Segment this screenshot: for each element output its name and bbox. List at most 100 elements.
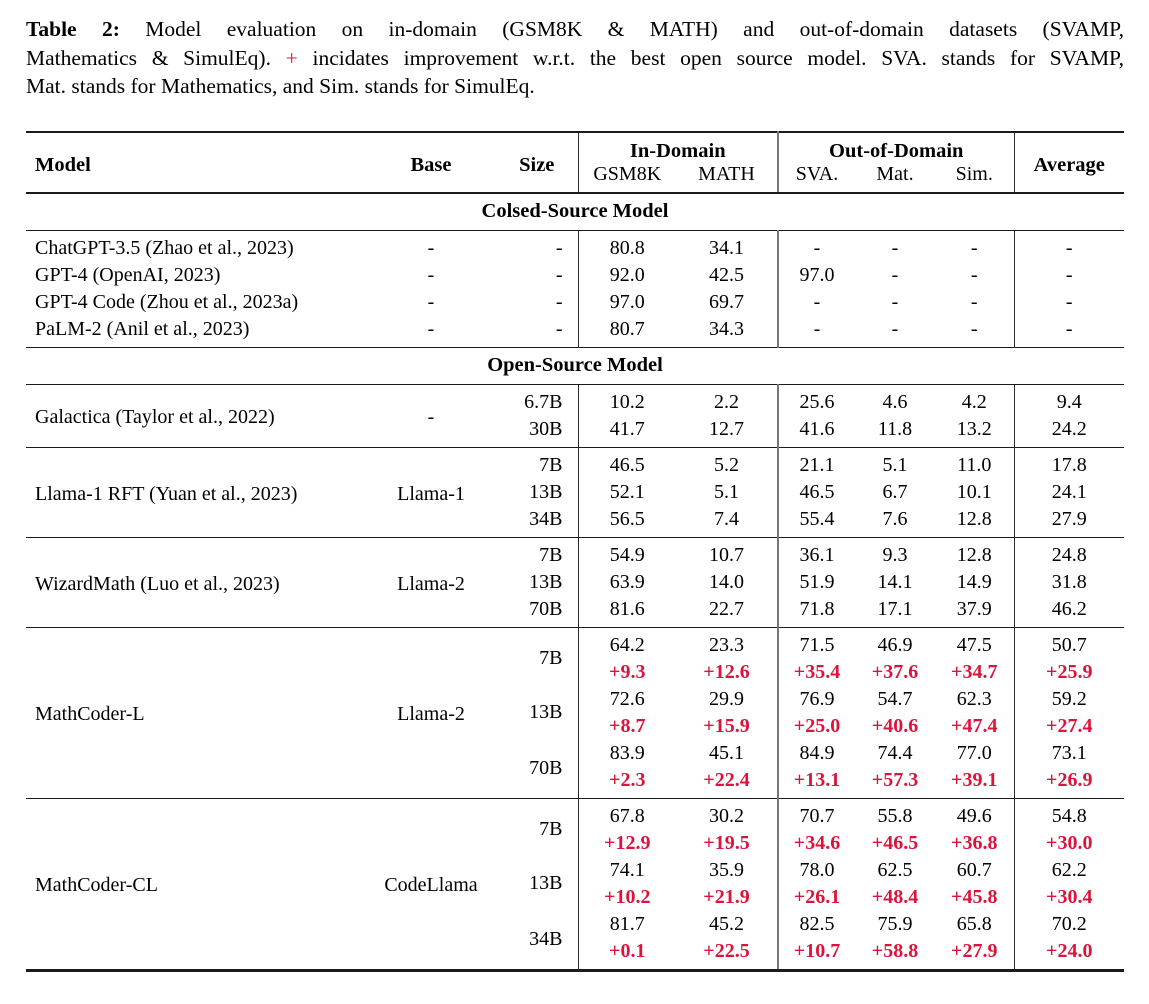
value-cell: 97.0	[577, 288, 676, 316]
col-group-out-of-domain: Out-of-Domain	[777, 131, 1014, 163]
size-cell: 6.7B	[496, 383, 578, 416]
header-group-row: Model Base Size In-Domain Out-of-Domain …	[26, 131, 1124, 194]
value-cell: 63.9	[577, 568, 676, 596]
value-cell: 54.8	[1013, 797, 1124, 830]
improvement-cell: +35.4	[777, 658, 855, 686]
base-cell: -	[427, 263, 435, 286]
improvement-cell: +12.9	[577, 829, 676, 857]
header-sub-row: GSM8K MATH SVA. Mat. Sim.	[26, 162, 1124, 194]
table-caption: Table 2: Model evaluation on in-domain (…	[26, 15, 1124, 101]
value-cell: -	[1013, 261, 1124, 289]
improvement-cell: +12.6	[703, 660, 750, 683]
size-cell: 7B	[496, 626, 578, 686]
improvement-cell: +27.4	[1013, 712, 1124, 740]
improvement-cell: +46.5	[871, 831, 919, 854]
caption-line: Table 2: Model evaluation on in-domain (…	[26, 15, 1124, 44]
size-cell: 7B	[496, 446, 578, 479]
value-cell: 62.2	[1013, 856, 1124, 884]
caption-text: Mathematics & SimulEq).	[26, 45, 271, 70]
value-cell: 45.1	[709, 741, 744, 764]
caption-line: Mathematics & SimulEq). + incidates impr…	[26, 44, 1124, 73]
col-header-size: Size	[496, 131, 578, 194]
plus-sign: +	[285, 45, 298, 70]
value-cell: 55.4	[777, 505, 855, 537]
value-cell: 34.3	[709, 317, 744, 340]
value-cell: 76.9	[777, 685, 855, 713]
value-cell: -	[970, 236, 978, 259]
table-row: 34B 56.5 7.4 55.4 7.6 12.8 27.9	[26, 505, 1124, 537]
value-cell: 11.0	[935, 446, 1014, 479]
base-cell: Llama-1	[366, 446, 496, 537]
caption-text: Table 2:	[26, 17, 120, 41]
col-header-sva: SVA.	[777, 162, 855, 194]
value-cell: 80.8	[577, 230, 676, 262]
improvement-cell: +15.9	[703, 714, 750, 737]
improvement-row: +2.3 +22.4 +13.1 +57.3 +39.1 +26.9	[26, 766, 1124, 798]
value-cell: 45.2	[709, 912, 744, 935]
value-cell: 75.9	[877, 912, 913, 935]
table-row: 34B 81.7 45.2 82.5 75.9 65.8 70.2	[26, 910, 1124, 950]
table-row: 13B 72.6 29.9 76.9 54.7 62.3 59.2	[26, 685, 1124, 723]
value-cell: 5.2	[676, 446, 778, 479]
section-title: Open-Source Model	[26, 346, 1124, 385]
improvement-cell: +21.9	[703, 885, 750, 908]
improvement-cell: +40.6	[871, 714, 919, 737]
improvement-cell: +36.8	[951, 831, 998, 854]
improvement-cell: +10.7	[777, 937, 855, 970]
improvement-cell: +30.0	[1013, 829, 1124, 857]
value-cell: 60.7	[956, 858, 992, 881]
value-cell: 49.6	[935, 797, 1014, 830]
value-cell: 59.2	[1013, 685, 1124, 713]
col-group-in-domain: In-Domain	[577, 131, 778, 163]
value-cell: 11.8	[877, 417, 913, 440]
value-cell: -	[970, 290, 978, 313]
improvement-cell: +25.9	[1013, 658, 1124, 686]
table-row: Llama-1 RFT (Yuan et al., 2023) Llama-1 7B…	[26, 446, 1124, 537]
improvement-row: +8.7 +15.9 +25.0 +40.6 +47.4 +27.4	[26, 712, 1124, 740]
table-row: MathCoder-CL CodeLlama 7B 67.8 30.2 70.7 55.8 4…	[26, 797, 1124, 970]
size-cell: -	[555, 290, 563, 313]
col-header-mat: Mat.	[855, 162, 935, 194]
value-cell: 64.2	[577, 626, 676, 659]
value-cell: 21.1	[777, 446, 855, 479]
size-cell: 13B	[529, 701, 563, 723]
value-cell: 77.0	[956, 741, 992, 764]
table-row: GPT-4 Code (Zhou et al., 2023a) - -97.0 69.…	[26, 288, 1124, 316]
value-cell: 7.4	[714, 507, 739, 530]
value-cell: 46.5	[577, 446, 676, 479]
improvement-cell: +13.1	[777, 766, 855, 798]
value-cell: 34.1	[709, 236, 744, 259]
improvement-cell: +22.4	[703, 768, 750, 791]
size-cell: 34B	[529, 507, 563, 530]
value-cell: 70.7	[777, 797, 855, 830]
improvement-cell: +8.7	[577, 712, 676, 740]
value-cell: 27.9	[1013, 505, 1124, 537]
model-cell: PaLM-2 (Anil et al., 2023)	[35, 317, 250, 340]
value-cell: 10.1	[956, 480, 992, 503]
value-cell: 47.5	[935, 626, 1014, 659]
value-cell: 17.1	[877, 597, 913, 620]
value-cell: 83.9	[577, 739, 676, 767]
value-cell: 80.7	[577, 315, 676, 347]
value-cell: 29.9	[709, 687, 744, 710]
value-cell: 52.1	[577, 478, 676, 506]
caption-text: Model evaluation on in-domain (GSM8K & M…	[145, 17, 1125, 41]
value-cell: -	[1013, 315, 1124, 347]
improvement-cell: +25.0	[777, 712, 855, 740]
table-row: 30B 41.7 12.7 41.6 11.8 13.2 24.2	[26, 415, 1124, 447]
base-cell: -	[427, 236, 435, 259]
value-cell: 41.7	[577, 415, 676, 447]
table-row: ChatGPT-3.5 (Zhao et al., 2023) - -80.8 34.…	[26, 230, 1124, 262]
improvement-cell: +26.9	[1013, 766, 1124, 798]
table-row: PaLM-2 (Anil et al., 2023) - -80.7 34.3- - - -	[26, 315, 1124, 347]
table-row: 13B 63.9 14.0 51.9 14.1 14.9 31.8	[26, 568, 1124, 596]
table-row: 70B 83.9 45.1 84.9 74.4 77.0 73.1	[26, 739, 1124, 779]
base-cell: -	[427, 317, 435, 340]
table-row: 13B 74.1 35.9 78.0 62.5 60.7 62.2	[26, 856, 1124, 894]
value-cell: 71.8	[777, 595, 855, 627]
size-cell: -	[555, 236, 563, 259]
section-title: Colsed-Source Model	[26, 192, 1124, 231]
value-cell: 2.2	[676, 383, 778, 416]
base-cell: -	[427, 290, 435, 313]
value-cell: 30.2	[676, 797, 778, 830]
